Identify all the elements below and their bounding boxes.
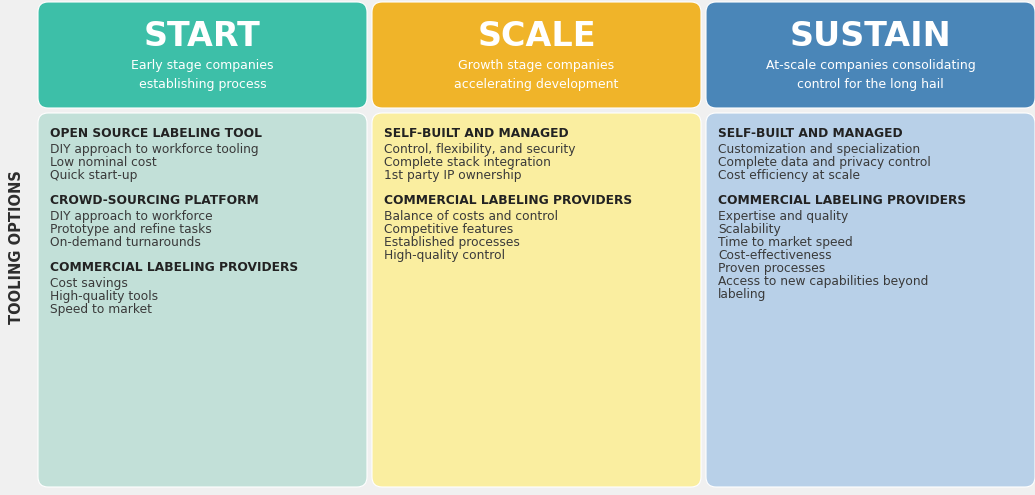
Text: Access to new capabilities beyond: Access to new capabilities beyond (718, 275, 928, 288)
Text: High-quality control: High-quality control (384, 249, 505, 262)
FancyBboxPatch shape (38, 2, 367, 108)
Text: Scalability: Scalability (718, 223, 780, 236)
Text: Time to market speed: Time to market speed (718, 236, 853, 249)
Text: At-scale companies consolidating
control for the long hail: At-scale companies consolidating control… (766, 59, 975, 91)
Text: Prototype and refine tasks: Prototype and refine tasks (50, 223, 212, 236)
Text: OPEN SOURCE LABELING TOOL: OPEN SOURCE LABELING TOOL (50, 127, 262, 140)
FancyBboxPatch shape (372, 2, 701, 108)
Text: Customization and specialization: Customization and specialization (718, 143, 920, 156)
Text: On-demand turnarounds: On-demand turnarounds (50, 236, 201, 249)
Text: Speed to market: Speed to market (50, 303, 152, 316)
Text: 1st party IP ownership: 1st party IP ownership (384, 169, 522, 182)
Text: Expertise and quality: Expertise and quality (718, 210, 849, 223)
Text: Balance of costs and control: Balance of costs and control (384, 210, 558, 223)
FancyBboxPatch shape (372, 113, 701, 487)
Text: Competitive features: Competitive features (384, 223, 513, 236)
Text: Proven processes: Proven processes (718, 262, 825, 275)
Text: Control, flexibility, and security: Control, flexibility, and security (384, 143, 575, 156)
Text: Cost efficiency at scale: Cost efficiency at scale (718, 169, 860, 182)
FancyBboxPatch shape (38, 113, 367, 487)
Text: Low nominal cost: Low nominal cost (50, 156, 156, 169)
Text: Cost savings: Cost savings (50, 277, 128, 290)
Text: DIY approach to workforce tooling: DIY approach to workforce tooling (50, 143, 259, 156)
Text: Quick start-up: Quick start-up (50, 169, 138, 182)
FancyBboxPatch shape (706, 113, 1035, 487)
Text: CROWD-SOURCING PLATFORM: CROWD-SOURCING PLATFORM (50, 194, 259, 207)
Text: SUSTAIN: SUSTAIN (790, 19, 951, 52)
FancyBboxPatch shape (706, 2, 1035, 108)
Text: COMMERCIAL LABELING PROVIDERS: COMMERCIAL LABELING PROVIDERS (50, 261, 298, 274)
Text: COMMERCIAL LABELING PROVIDERS: COMMERCIAL LABELING PROVIDERS (384, 194, 632, 207)
Text: COMMERCIAL LABELING PROVIDERS: COMMERCIAL LABELING PROVIDERS (718, 194, 966, 207)
Text: START: START (144, 19, 261, 52)
Text: SELF-BUILT AND MANAGED: SELF-BUILT AND MANAGED (718, 127, 903, 140)
Text: High-quality tools: High-quality tools (50, 290, 158, 303)
Text: Growth stage companies
accelerating development: Growth stage companies accelerating deve… (454, 59, 619, 91)
Text: SCALE: SCALE (477, 19, 596, 52)
Text: Established processes: Established processes (384, 236, 520, 249)
Text: TOOLING OPTIONS: TOOLING OPTIONS (9, 171, 25, 324)
Text: SELF-BUILT AND MANAGED: SELF-BUILT AND MANAGED (384, 127, 568, 140)
Text: Cost-effectiveness: Cost-effectiveness (718, 249, 832, 262)
Text: Complete stack integration: Complete stack integration (384, 156, 551, 169)
Text: Early stage companies
establishing process: Early stage companies establishing proce… (131, 59, 273, 91)
Text: labeling: labeling (718, 288, 766, 301)
Text: Complete data and privacy control: Complete data and privacy control (718, 156, 930, 169)
Text: DIY approach to workforce: DIY approach to workforce (50, 210, 212, 223)
